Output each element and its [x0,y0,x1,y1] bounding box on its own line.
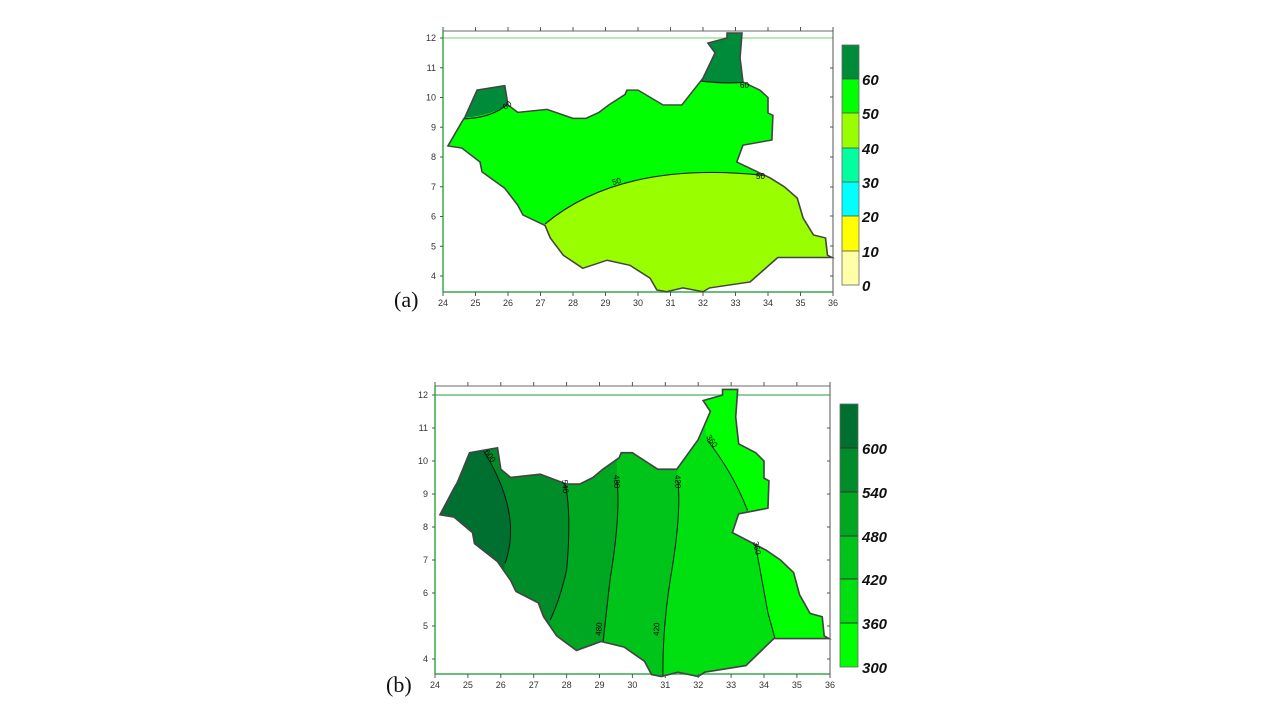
svg-text:25: 25 [463,680,473,690]
panel-b: 600 540 480 480 420 420 360 360 4 5 6 7 … [386,362,888,697]
svg-text:35: 35 [795,298,805,308]
svg-text:36: 36 [825,680,835,690]
svg-text:28: 28 [568,298,578,308]
contour-label: 50 [611,176,622,187]
svg-text:26: 26 [496,680,506,690]
svg-text:6: 6 [423,588,428,598]
svg-text:600: 600 [862,441,888,458]
map-b [402,362,863,692]
svg-text:10: 10 [418,456,428,466]
contour-420 [662,480,680,677]
svg-text:10: 10 [862,244,879,261]
svg-text:31: 31 [660,680,670,690]
svg-text:27: 27 [535,298,545,308]
contour-50 [544,171,765,225]
svg-text:32: 32 [698,298,708,308]
svg-text:9: 9 [423,489,428,499]
contour-540 [549,482,570,621]
svg-text:33: 33 [726,680,736,690]
svg-text:28: 28 [562,680,572,690]
contour-label: 540 [560,479,570,494]
svg-text:360: 360 [862,616,888,633]
svg-text:7: 7 [431,182,436,192]
contour-600 [482,449,512,564]
svg-text:29: 29 [600,298,610,308]
svg-text:26: 26 [503,298,513,308]
contour-360-north [706,439,749,511]
svg-text:8: 8 [431,152,436,162]
colorbar-b: 600 540 480 420 360 300 [839,403,888,677]
svg-text:32: 32 [693,680,703,690]
svg-text:540: 540 [862,485,888,502]
contour-label: 360 [751,541,763,556]
svg-text:0: 0 [862,278,871,295]
svg-text:24: 24 [438,298,448,308]
svg-text:50: 50 [862,106,879,123]
x-axis-ticks: 24 25 26 27 28 29 30 31 32 33 34 35 36 [430,382,835,690]
svg-text:24: 24 [430,680,440,690]
region-above-60-north [686,32,755,83]
svg-text:30: 30 [633,298,643,308]
y-axis-ticks: 4 5 6 7 8 9 10 11 12 [418,390,830,664]
svg-text:11: 11 [427,63,436,73]
colorbar-a: 60 50 40 30 20 10 0 [841,44,879,295]
svg-text:12: 12 [418,390,428,400]
panel-a: 60 60 50 50 4 5 6 7 8 9 10 11 12 24 25 2… [394,8,879,335]
svg-text:34: 34 [763,298,773,308]
svg-text:10: 10 [426,93,436,103]
panel-label-b: (b) [386,672,412,697]
svg-text:300: 300 [862,660,888,677]
svg-text:33: 33 [730,298,740,308]
svg-text:35: 35 [792,680,802,690]
region-above-600 [439,389,511,626]
svg-text:6: 6 [431,212,436,222]
contour-label: 480 [612,475,621,489]
svg-text:29: 29 [594,680,604,690]
contour-label: 50 [756,172,765,181]
svg-text:480: 480 [861,529,888,546]
x-axis-ticks: 24 25 26 27 28 29 30 31 32 33 34 35 36 [438,27,838,308]
contour-label: 420 [673,475,682,489]
svg-text:12: 12 [426,33,436,43]
contour-label: 480 [594,622,604,637]
svg-text:31: 31 [665,298,675,308]
contour-label: 420 [652,622,661,636]
svg-text:34: 34 [759,680,769,690]
svg-text:5: 5 [431,241,436,251]
svg-text:20: 20 [861,209,879,226]
svg-text:420: 420 [861,572,888,589]
svg-text:8: 8 [423,522,428,532]
svg-text:27: 27 [529,680,539,690]
contour-360-south [754,542,776,639]
y-axis-ticks: 4 5 6 7 8 9 10 11 12 [426,33,833,281]
svg-text:60: 60 [862,72,879,89]
svg-text:7: 7 [423,555,428,565]
svg-text:9: 9 [431,122,436,132]
svg-text:30: 30 [627,680,637,690]
panel-label-a: (a) [394,287,418,312]
svg-text:30: 30 [862,175,879,192]
svg-text:5: 5 [423,621,428,631]
svg-text:36: 36 [828,298,838,308]
region-40-50 [508,172,833,292]
svg-text:4: 4 [431,271,436,281]
svg-text:4: 4 [423,654,428,664]
map-a [411,8,866,335]
contour-label: 60 [740,81,749,90]
svg-text:11: 11 [419,423,428,433]
svg-text:25: 25 [470,298,480,308]
svg-text:40: 40 [861,141,879,158]
